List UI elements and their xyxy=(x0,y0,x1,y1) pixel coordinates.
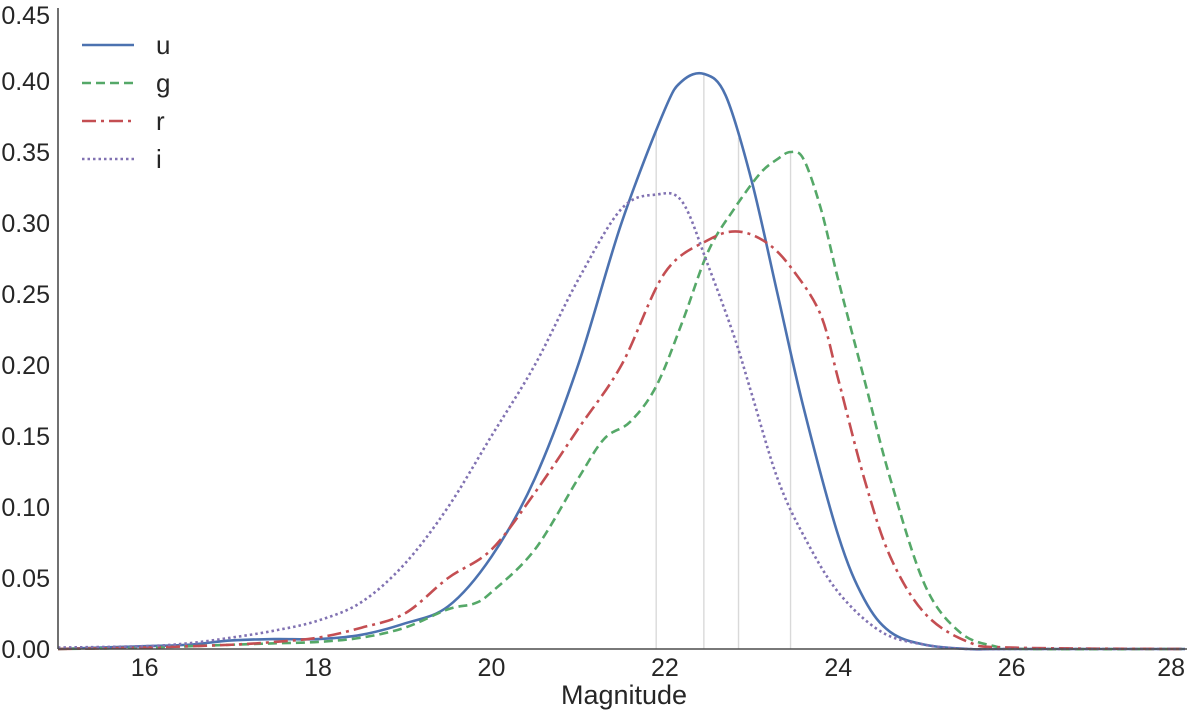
legend-label-g: g xyxy=(156,68,170,98)
y-tick-label: 0.10 xyxy=(1,494,50,522)
series-line-u xyxy=(57,71,1185,651)
y-tick-label: 0.30 xyxy=(1,210,50,238)
y-tick-label: 0.45 xyxy=(1,2,50,30)
x-tick-label: 28 xyxy=(1157,654,1185,682)
axes xyxy=(57,8,1187,650)
x-tick-label: 16 xyxy=(131,654,159,682)
series-lines xyxy=(57,71,1186,651)
x-tick-label: 26 xyxy=(998,654,1026,682)
y-tick-label: 0.00 xyxy=(1,636,50,664)
y-tick-label: 0.40 xyxy=(1,68,50,96)
series-line-r xyxy=(57,230,1186,651)
y-tick-label: 0.15 xyxy=(1,423,50,451)
tick-labels: 16 18 20 22 24 26 28 0.00 0.05 0.10 0.15 0.20 0.25 0.… xyxy=(1,2,1185,682)
x-tick-label: 18 xyxy=(304,654,332,682)
y-tick-label: 0.25 xyxy=(1,281,50,309)
x-tick-label: 20 xyxy=(478,654,506,682)
x-axis-label: Magnitude xyxy=(561,680,687,710)
legend-label-u: u xyxy=(156,30,170,60)
x-tick-label: 24 xyxy=(824,654,852,682)
y-tick-label: 0.05 xyxy=(1,565,50,593)
y-tick-label: 0.35 xyxy=(1,139,50,167)
legend-label-i: i xyxy=(156,144,162,174)
vertical-reference-lines xyxy=(655,73,792,649)
legend-label-r: r xyxy=(156,106,165,136)
series-line-i xyxy=(57,191,1185,651)
y-tick-label: 0.20 xyxy=(1,352,50,380)
x-tick-label: 22 xyxy=(651,654,679,682)
